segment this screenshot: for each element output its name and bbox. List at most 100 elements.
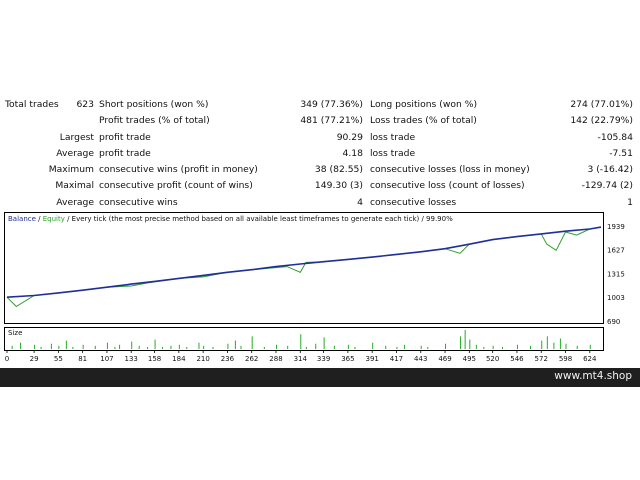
size-bar (131, 341, 133, 349)
size-bar (212, 346, 214, 349)
size-bar (559, 338, 561, 349)
size-bar (186, 346, 188, 349)
size-bar (589, 344, 591, 349)
balance-chart: Balance / Equity / Every tick (the most … (4, 212, 625, 364)
x-tick-label: 520 (486, 355, 499, 363)
x-tick-label: 107 (100, 355, 113, 363)
short-positions-label: Short positions (won %) (99, 99, 209, 110)
size-bar (541, 340, 543, 349)
stats-row-maximal: Maximal consecutive profit (count of win… (0, 178, 640, 194)
size-bar (403, 344, 405, 349)
short-positions-value: 349 (77.36%) (300, 99, 363, 110)
x-tick-label: 288 (269, 355, 282, 363)
size-bar (20, 342, 22, 349)
x-axis: 0 29 55 81 107 133 158 184 210 236 262 288 314 339 365… (5, 350, 597, 363)
size-bar (240, 345, 242, 349)
size-bar (72, 346, 74, 349)
legend-equity: Equity (43, 215, 65, 223)
average-consecutive-losses-label: consecutive losses (370, 197, 457, 208)
size-bar (162, 346, 164, 349)
profit-trades-label: Profit trades (% of total) (99, 115, 210, 126)
main-panel-frame (4, 212, 604, 324)
size-bar (50, 343, 52, 349)
size-label: Size (8, 329, 22, 337)
average-consecutive-losses-value: 1 (627, 197, 633, 208)
size-bar (576, 345, 578, 349)
size-bar (354, 346, 356, 349)
legend-balance: Balance (8, 215, 36, 223)
x-tick-label: 443 (414, 355, 427, 363)
loss-trades-label: Loss trades (% of total) (370, 115, 477, 126)
x-tick-label: 314 (294, 355, 308, 363)
size-bar (203, 345, 205, 349)
size-bar (147, 346, 149, 349)
legend-description: / Every tick (the most precise method ba… (65, 215, 453, 223)
x-tick-label: 236 (221, 355, 235, 363)
x-tick-label: 391 (365, 355, 378, 363)
size-bar (475, 344, 477, 349)
average-consecutive-wins-label: consecutive wins (99, 197, 178, 208)
size-panel-frame (4, 327, 604, 351)
x-tick-label: 55 (54, 355, 63, 363)
size-bar (65, 340, 67, 349)
total-trades-label: Total trades (5, 99, 59, 110)
x-tick-label: 339 (317, 355, 330, 363)
x-tick-label: 469 (438, 355, 451, 363)
average-consecutive-wins-value: 4 (357, 197, 363, 208)
size-bar (251, 336, 253, 349)
size-bar (114, 346, 116, 349)
stats-row-average: Average profit trade 4.18 loss trade -7.… (0, 146, 640, 162)
size-bar (333, 345, 335, 349)
balance-line (6, 226, 602, 298)
largest-profit-value: 90.29 (336, 132, 363, 143)
maximum-label: Maximum (48, 164, 94, 175)
long-positions-label: Long positions (won %) (370, 99, 478, 110)
size-bar (459, 336, 461, 349)
largest-label: Largest (59, 132, 94, 143)
stats-row-largest: Largest profit trade 90.29 loss trade -1… (0, 130, 640, 146)
stats-row-total: Total trades 623 Short positions (won %)… (0, 97, 640, 113)
size-bar (483, 346, 485, 349)
x-tick-label: 158 (148, 355, 161, 363)
y-tick-label: 1939 (607, 223, 625, 231)
long-positions-value: 274 (77.01%) (570, 99, 633, 110)
stats-row-maximum: Maximum consecutive wins (profit in mone… (0, 162, 640, 178)
average-consecutive-label: Average (56, 197, 94, 208)
x-tick-label: 495 (463, 355, 476, 363)
max-consecutive-wins-value: 38 (82.55) (314, 164, 363, 175)
size-bar (234, 340, 236, 349)
largest-loss-label: loss trade (370, 132, 416, 143)
maximal-consecutive-profit-value: 149.30 (3) (314, 180, 363, 191)
x-tick-label: 81 (78, 355, 87, 363)
loss-trades-value: 142 (22.79%) (570, 115, 633, 126)
size-bar (492, 345, 494, 349)
watermark-bar: www.mt4.shop (0, 368, 640, 387)
size-bar (275, 344, 277, 349)
stats-row-profit-loss: Profit trades (% of total) 481 (77.21%) … (0, 113, 640, 129)
y-tick-label: 1315 (607, 270, 625, 278)
x-tick-label: 598 (559, 355, 572, 363)
maximal-consecutive-profit-label: consecutive profit (count of wins) (99, 180, 253, 191)
size-bar (198, 342, 200, 349)
average-loss-label: loss trade (370, 148, 416, 159)
size-bar (530, 345, 532, 349)
size-bar (138, 345, 140, 349)
size-bar (546, 336, 548, 349)
profit-trades-value: 481 (77.21%) (300, 115, 363, 126)
size-bar (347, 344, 349, 349)
balance-chart-svg: Balance / Equity / Every tick (the most … (4, 212, 625, 363)
average-profit-value: 4.18 (342, 148, 363, 159)
watermark-text: www.mt4.shop (554, 370, 632, 382)
size-bar (323, 337, 325, 349)
size-bar (516, 344, 518, 349)
size-bar (420, 345, 422, 349)
size-bar (372, 342, 374, 349)
balance-series (6, 226, 602, 298)
max-consecutive-wins-label: consecutive wins (profit in money) (99, 164, 258, 175)
largest-loss-value: -105.84 (597, 132, 633, 143)
size-bar (178, 344, 180, 349)
x-tick-label: 546 (510, 355, 524, 363)
y-tick-label: 690 (607, 318, 620, 326)
size-bar (445, 343, 447, 349)
total-trades-value: 623 (76, 99, 94, 110)
